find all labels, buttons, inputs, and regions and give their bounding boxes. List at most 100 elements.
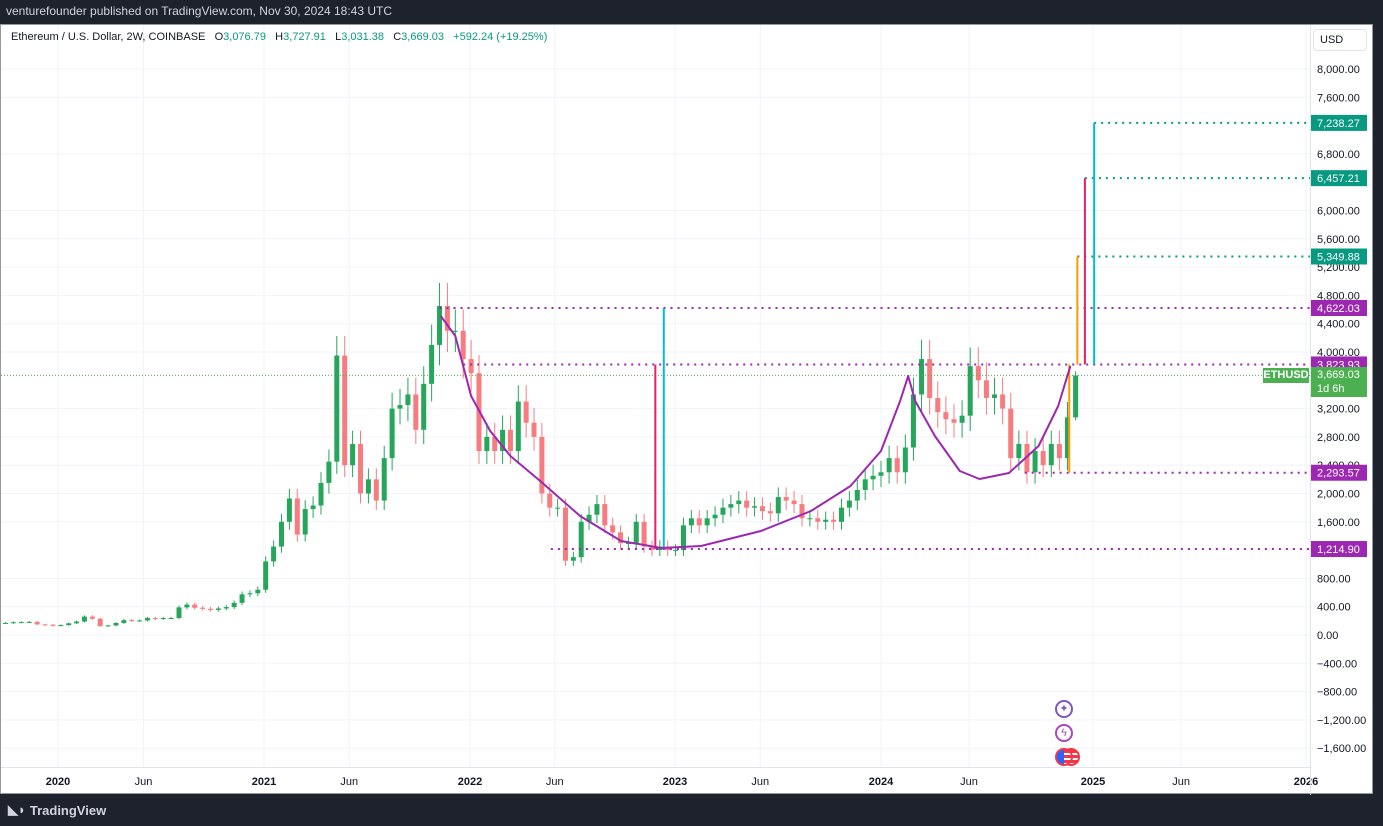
candle-body [1073, 375, 1079, 418]
logo-icon: ◣◗ [8, 802, 26, 817]
candle [413, 377, 419, 445]
candle [539, 423, 545, 504]
candle [239, 591, 245, 606]
candle-body [594, 504, 600, 515]
candle [484, 423, 490, 464]
candle-body [184, 604, 190, 608]
candle-body [767, 511, 773, 514]
change-value: +592.24 (+19.25%) [453, 31, 548, 43]
candle [555, 498, 561, 517]
candle-body [34, 621, 40, 625]
candle [594, 494, 600, 524]
x-tick-label: 2026 [1294, 776, 1318, 788]
countdown-label: 1d 6h [1317, 383, 1345, 396]
candle-body [935, 397, 941, 413]
candle-body [334, 355, 340, 462]
candle [767, 502, 773, 522]
candle-body [902, 447, 908, 473]
candle [1056, 430, 1062, 471]
candle [200, 605, 206, 611]
candle-body [720, 507, 726, 515]
candle-body [854, 489, 860, 501]
candle [602, 494, 608, 534]
candle [515, 385, 521, 464]
lightning-icon[interactable]: ϟ [1055, 724, 1073, 742]
candle [3, 622, 9, 624]
candle-body [223, 607, 229, 609]
candle [184, 602, 190, 610]
y-tick-label: 2,000.00 [1317, 489, 1360, 501]
candle-body [959, 415, 965, 423]
candle [943, 396, 949, 435]
candle-body [405, 394, 411, 406]
candle-body [200, 607, 206, 609]
candle-body [633, 521, 639, 544]
candle [271, 540, 277, 567]
candle [294, 488, 300, 542]
candle-body [365, 479, 371, 494]
candle [902, 434, 908, 484]
candle-body [1032, 451, 1038, 473]
candle [983, 362, 989, 415]
candle [342, 335, 348, 478]
tradingview-logo[interactable]: ◣◗ TradingView [8, 802, 106, 818]
candle [1073, 371, 1079, 421]
candle-body [680, 525, 686, 551]
candle-body [570, 557, 576, 561]
candle [113, 622, 119, 627]
candle-body [358, 443, 364, 494]
candle-body [752, 506, 758, 508]
candle [775, 487, 781, 522]
candle [570, 551, 576, 566]
close-label: C [393, 31, 402, 43]
candle [144, 616, 150, 622]
y-tick-label: 4,400.00 [1317, 319, 1360, 331]
candle-body [286, 498, 292, 522]
candle-body [421, 383, 427, 430]
y-tick-label: 0.00 [1317, 630, 1338, 642]
candle-body [910, 394, 916, 448]
x-tick-label: Jun [1172, 776, 1190, 788]
candle [935, 381, 941, 428]
level-price-tag [1311, 299, 1367, 316]
candle-body [3, 622, 9, 624]
candle-body [523, 401, 529, 423]
candle [744, 491, 750, 517]
candle-body [247, 593, 253, 595]
candle [586, 506, 592, 530]
candle [326, 449, 332, 494]
candle [10, 621, 16, 624]
candle-body [18, 622, 24, 624]
candle-body [531, 422, 537, 437]
candle-body [578, 521, 584, 558]
candle-body [886, 458, 892, 473]
candle-body [799, 504, 805, 519]
us-flag-icon[interactable] [1055, 748, 1073, 766]
candle-body [846, 500, 852, 508]
candle [350, 430, 356, 478]
candle [1008, 392, 1014, 471]
candle [89, 615, 95, 620]
open-value: 3,076.79 [223, 31, 266, 43]
candle-body [444, 306, 450, 331]
price-chart[interactable]: 8,000.00 7,600.00 6,800.00 6,000.00 5,600.00… [1, 25, 1372, 793]
candle [286, 488, 292, 530]
level-price-label: 7,238.27 [1317, 118, 1360, 130]
candle [429, 324, 435, 402]
candle [578, 513, 584, 563]
candle-body [129, 620, 135, 622]
candle-body [831, 519, 837, 522]
candle-body [381, 458, 387, 501]
candle [807, 510, 813, 527]
candle-body [1056, 443, 1062, 459]
candle-body [58, 625, 64, 627]
open-label: O [214, 31, 224, 43]
cup-handle-curve [439, 315, 1072, 549]
candle [992, 377, 998, 415]
candle-body [586, 514, 592, 522]
candle-body [688, 518, 694, 526]
currency-button[interactable]: USD [1313, 29, 1367, 51]
candle-body [704, 518, 710, 526]
candle-body [983, 380, 989, 398]
sparkle-icon[interactable]: ✦ [1055, 700, 1073, 718]
